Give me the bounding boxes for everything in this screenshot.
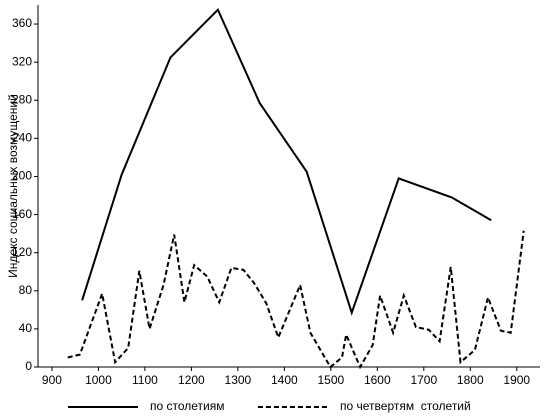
y-tick-label: 240	[12, 131, 32, 145]
x-tick-label: 1800	[457, 373, 484, 387]
x-tick-label: 1400	[271, 373, 298, 387]
series-line	[81, 8, 492, 316]
legend-label: по четвертям столетий	[340, 399, 471, 413]
y-tick-label: 120	[12, 245, 32, 259]
x-tick-label: 1200	[178, 373, 205, 387]
x-tick-label: 1900	[503, 373, 530, 387]
x-tick-label: 900	[42, 373, 62, 387]
y-tick-label: 0	[25, 359, 32, 373]
x-tick-label: 1700	[410, 373, 437, 387]
y-tick-label: 320	[12, 54, 32, 68]
x-tick-label: 1500	[317, 373, 344, 387]
y-tick-label: 40	[19, 321, 33, 335]
y-tick-label: 200	[12, 169, 32, 183]
y-tick-label: 360	[12, 16, 32, 30]
legend-label: по столетиям	[150, 399, 225, 413]
x-tick-label: 1100	[132, 373, 158, 387]
x-tick-label: 1000	[85, 373, 112, 387]
y-tick-label: 160	[12, 207, 32, 221]
y-tick-label: 80	[19, 283, 33, 297]
y-axis-label: Индекс социальных возмущений	[6, 94, 20, 278]
x-tick-label: 1300	[225, 373, 252, 387]
y-tick-label: 280	[12, 92, 32, 106]
series-line	[67, 230, 525, 370]
x-tick-label: 1600	[364, 373, 391, 387]
